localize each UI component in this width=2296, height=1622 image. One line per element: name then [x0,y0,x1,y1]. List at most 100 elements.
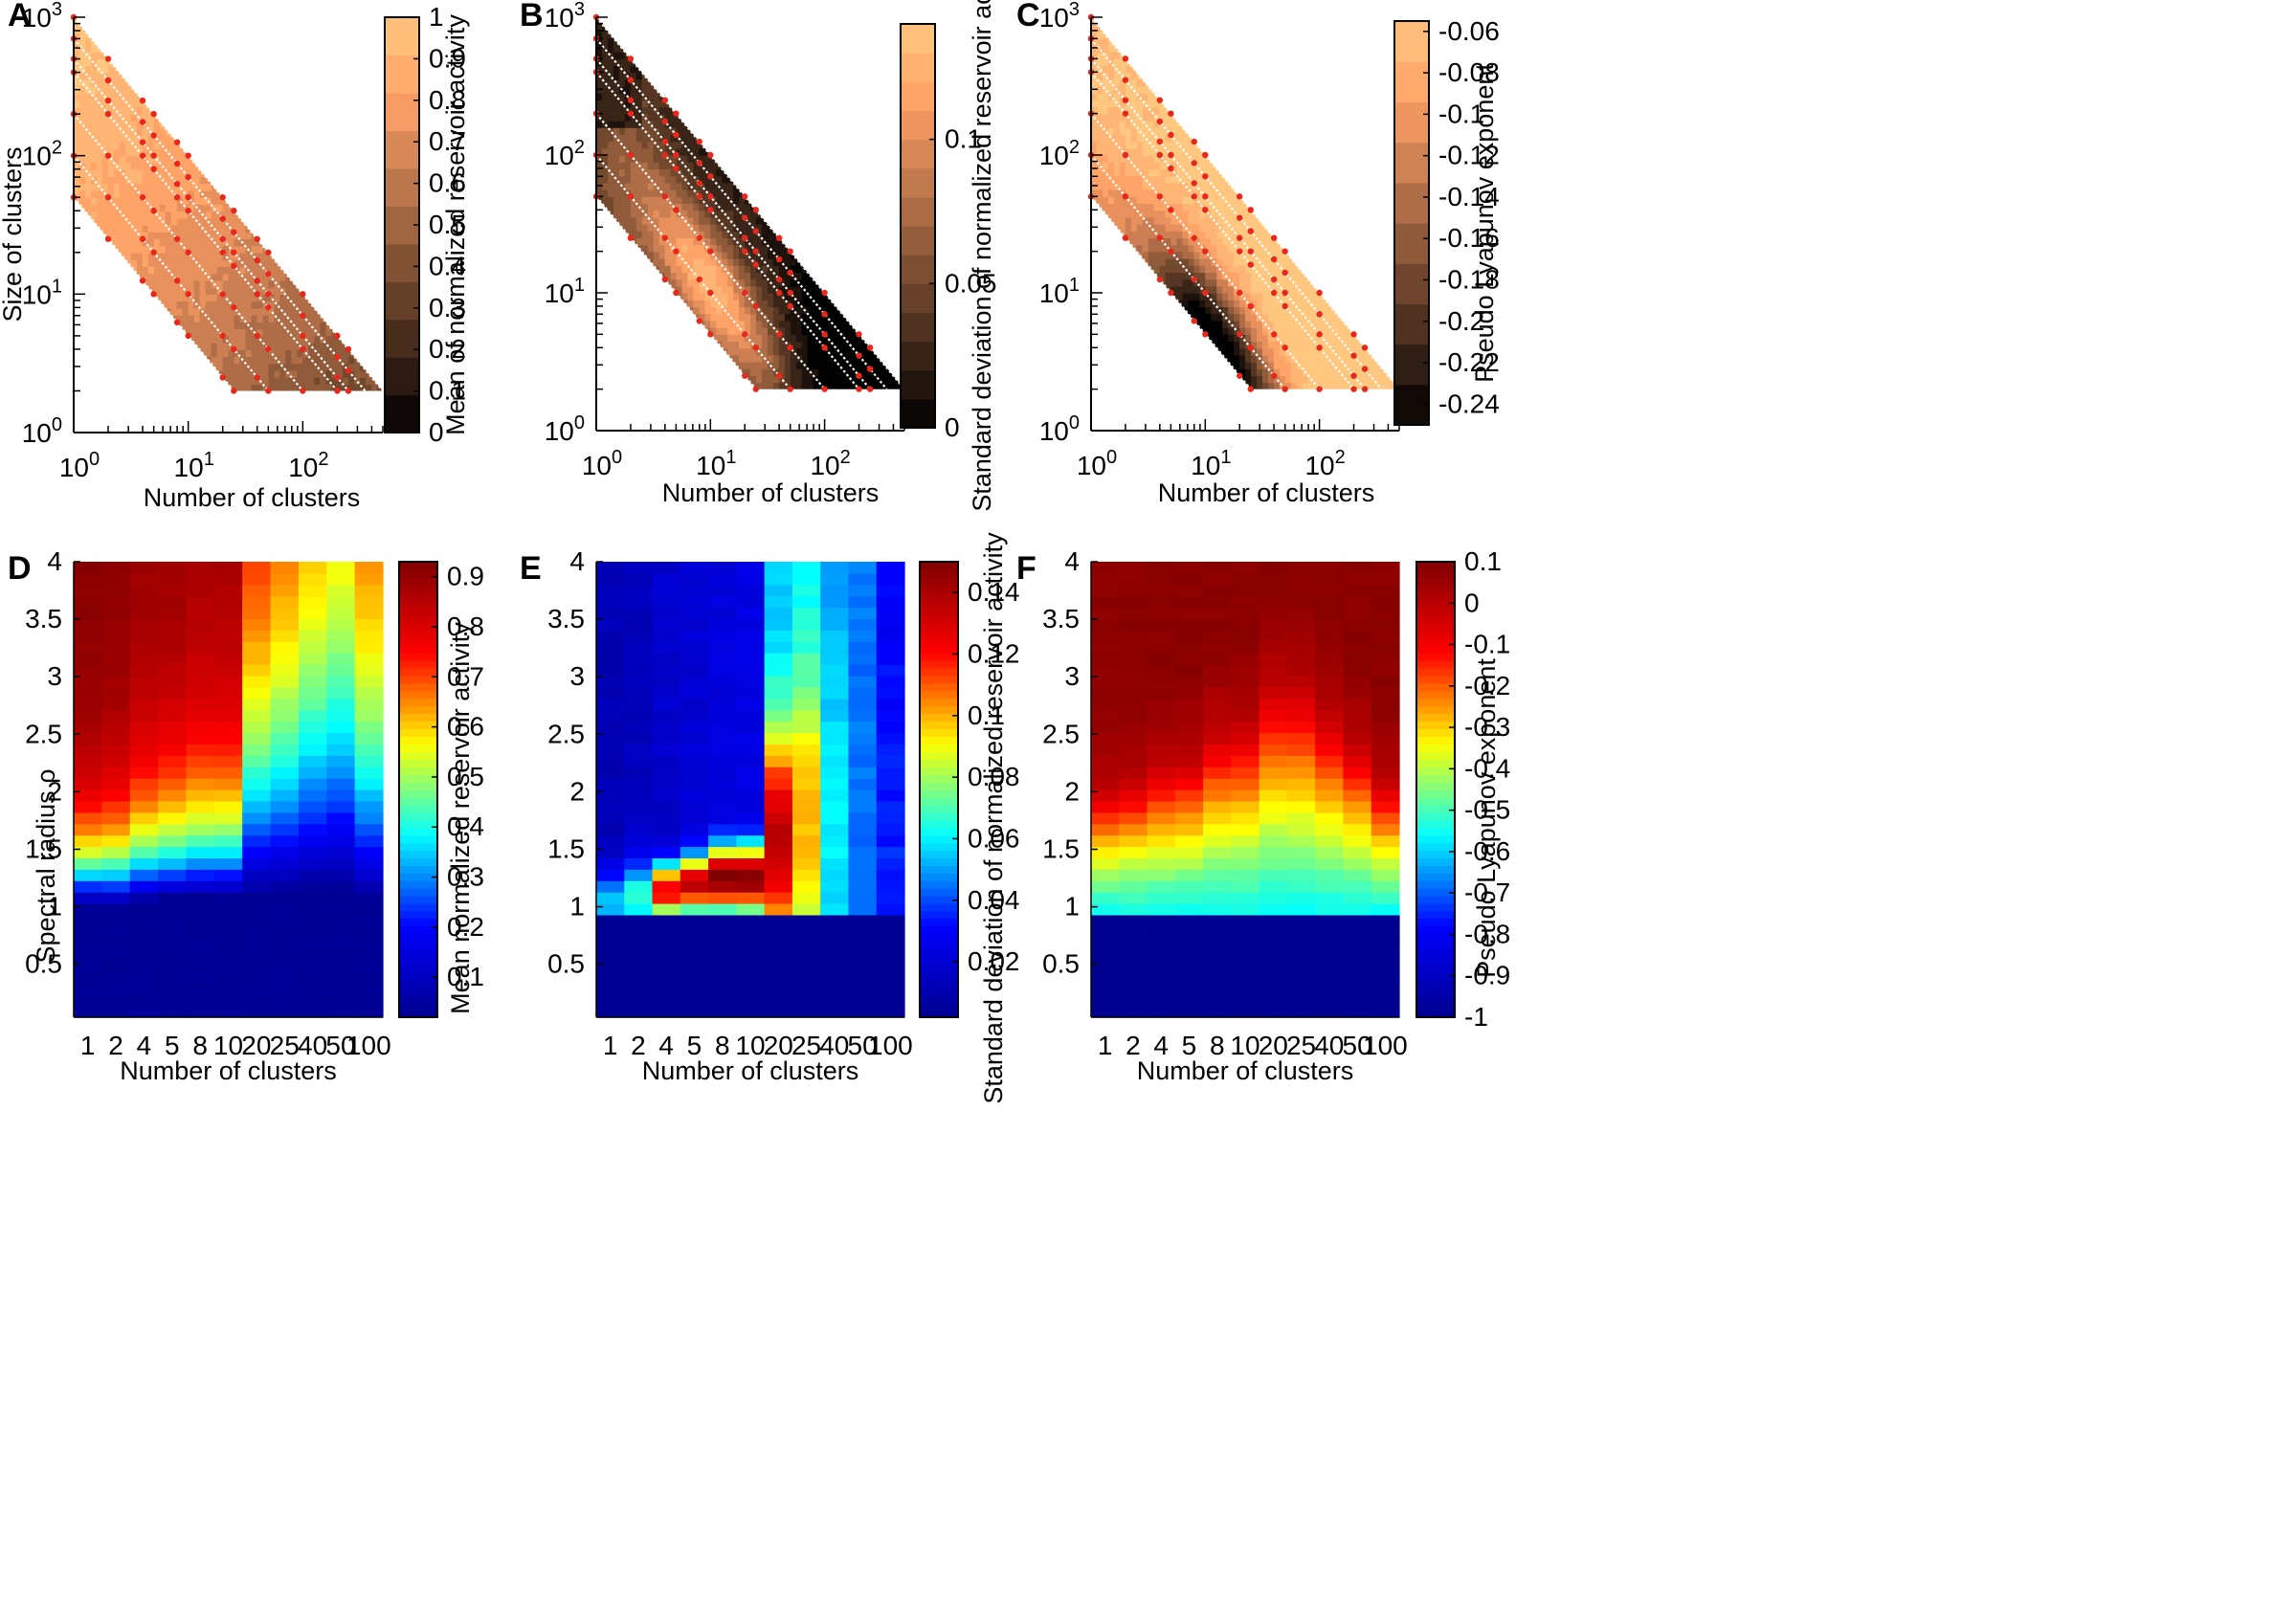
heatmap-cell [188,93,195,101]
heatmap-cell [130,335,138,344]
heatmap-cell [262,384,270,391]
heatmap-cell [113,155,121,164]
heatmap-cell [302,127,310,136]
heatmap-cell [699,196,706,205]
heatmap-cell [676,58,683,67]
heatmap-cell [756,334,763,343]
heatmap-cell [354,93,361,101]
heatmap-cell [354,155,361,164]
heatmap-cell [153,307,161,316]
heatmap-cell [624,313,632,322]
heatmap-cell [360,17,367,25]
heatmap-cell [222,17,230,18]
heatmap-cell [739,120,746,128]
heatmap-cell [308,65,316,74]
heatmap-cell [727,223,734,232]
heatmap-cell [268,93,276,101]
heatmap-cell [624,203,632,211]
heatmap-cell [704,120,712,128]
heatmap-cell [101,162,109,170]
heatmap-cell [274,204,281,212]
heatmap-cell [205,252,212,260]
heatmap-cell [182,314,189,322]
heatmap-cell [320,72,327,80]
heatmap-cell [618,306,626,315]
heatmap-cell [348,204,356,212]
heatmap-cell [630,354,637,363]
heatmap-cell [279,114,287,122]
heatmap-cell [119,245,126,254]
heatmap-cell [268,72,276,80]
heatmap-cell [348,37,356,46]
heatmap-cell [239,300,247,309]
heatmap-cell [285,363,293,371]
heatmap-cell [216,100,224,108]
heatmap-cell [136,245,144,254]
heatmap-cell [314,217,322,226]
heatmap-cell [78,322,86,330]
heatmap-cell [101,31,109,39]
heatmap-cell [320,121,327,129]
heatmap-cell [348,44,356,53]
heatmap-cell [653,168,660,177]
heatmap-cell [716,78,724,87]
sample-point [150,249,157,256]
heatmap-cell [320,162,327,170]
heatmap-cell [262,17,270,18]
heatmap-cell [618,78,626,87]
heatmap-cell [337,349,345,358]
heatmap-cell [199,121,207,129]
tick-base: 10 [22,142,52,171]
heatmap-cell [113,58,121,67]
heatmap-cell [78,189,86,198]
heatmap-cell [182,121,189,129]
heatmap-cell [251,363,258,371]
heatmap-cell [360,37,367,46]
heatmap-cell [136,106,144,115]
heatmap-cell [371,376,378,386]
heatmap-cell [733,257,740,266]
heatmap-cell [78,100,86,108]
heatmap-cell [84,252,92,260]
heatmap-cell [291,121,299,129]
heatmap-cell [727,58,734,67]
heatmap-cell [74,31,80,39]
heatmap-cell [159,127,167,136]
heatmap-cell [256,58,264,67]
heatmap-cell [710,265,718,274]
heatmap-cell [761,251,769,259]
heatmap-cell [641,341,649,349]
heatmap-cell [193,369,201,378]
heatmap-cell [727,347,734,356]
heatmap-cell [101,17,109,25]
heatmap-cell [377,314,383,322]
heatmap-cell [211,376,218,386]
heatmap-cell [205,189,212,198]
heatmap-cell [630,278,637,287]
heatmap-cell [658,175,666,184]
heatmap-cell [239,349,247,358]
heatmap-cell [767,141,774,149]
heatmap-cell [245,114,253,122]
heatmap-cell [239,24,247,33]
heatmap-cell [716,368,724,377]
heatmap-cell [291,273,299,281]
heatmap-cell [193,232,201,240]
heatmap-cell [767,168,774,177]
heatmap-cell [366,390,372,398]
heatmap-cell [325,78,333,87]
heatmap-cell [262,121,270,129]
heatmap-cell [618,127,626,136]
heatmap-cell [664,285,672,294]
heatmap-cell [613,189,620,197]
heatmap-cell [750,300,757,308]
heatmap-cell [130,142,138,150]
colorbar-tick-label: 0.7 [429,126,466,156]
heatmap-cell [664,168,672,177]
heatmap-cell [205,100,212,108]
heatmap-cell [84,259,92,268]
heatmap-cell [647,361,655,369]
heatmap-cell [687,154,695,163]
heatmap-cell [756,65,763,74]
heatmap-cell [601,347,609,356]
